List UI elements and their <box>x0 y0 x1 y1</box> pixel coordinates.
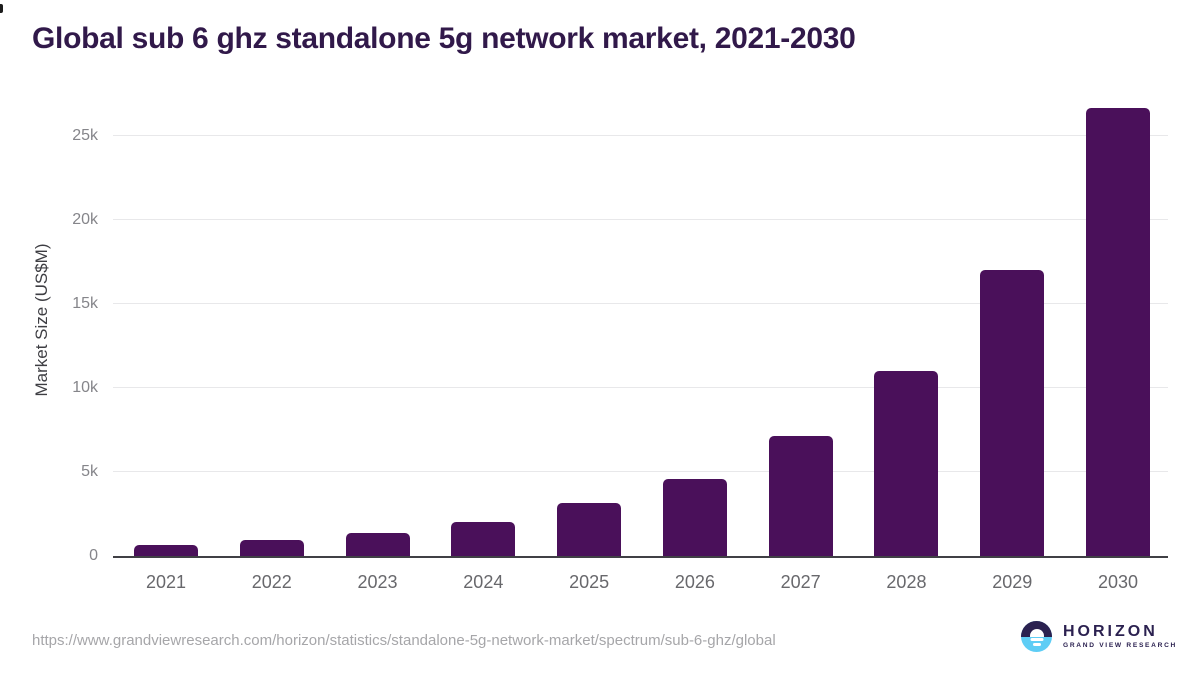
horizon-icon-wave <box>1030 638 1043 641</box>
source-url: https://www.grandviewresearch.com/horizo… <box>32 632 776 649</box>
bar-2024[interactable] <box>451 521 516 556</box>
x-tick-label-2030: 2030 <box>1097 572 1139 592</box>
x-tick-label-2021: 2021 <box>145 572 187 592</box>
bar-2030[interactable] <box>1086 107 1151 556</box>
horizon-icon-sky <box>1021 621 1052 637</box>
gridline-25k <box>113 135 1168 137</box>
bar-2027[interactable] <box>768 436 833 556</box>
x-tick-label-2028: 2028 <box>886 572 927 592</box>
x-tick-label-2029: 2029 <box>992 572 1033 592</box>
gridline-20k <box>113 219 1168 221</box>
bar-2023[interactable] <box>345 532 410 556</box>
horizon-icon-sun <box>1029 628 1044 637</box>
bar-2026[interactable] <box>662 478 727 556</box>
horizon-logo-name: HORIZON <box>1063 623 1158 640</box>
horizon-icon-wave <box>1032 643 1041 646</box>
horizon-logo-text: HORIZON GRAND VIEW RESEARCH <box>1063 623 1177 650</box>
gridline-15k <box>113 303 1168 305</box>
screen-corner-artifact <box>0 4 3 13</box>
x-tick-label-2022: 2022 <box>251 572 292 592</box>
x-tick-label-2024: 2024 <box>463 572 504 592</box>
y-tick-label-15k: 15k <box>72 295 98 313</box>
y-tick-label-10k: 10k <box>72 379 98 397</box>
horizon-logo[interactable]: HORIZON GRAND VIEW RESEARCH <box>1021 621 1177 652</box>
x-tick-label-2026: 2026 <box>674 572 715 592</box>
x-tick-label-2025: 2025 <box>569 572 610 592</box>
y-tick-label-5k: 5k <box>81 463 98 481</box>
bar-2029[interactable] <box>980 269 1045 556</box>
gridline-10k <box>113 387 1168 389</box>
bar-2028[interactable] <box>874 371 939 556</box>
bar-2021[interactable] <box>134 545 198 556</box>
x-tick-label-2023: 2023 <box>357 572 398 592</box>
horizon-sunset-icon <box>1021 621 1052 652</box>
y-tick-label-25k: 25k <box>72 127 98 145</box>
gridline-5k <box>113 471 1168 473</box>
bar-chart-plot-area: 0 5k 10k 15k 20k 25k 2021 2022 2023 2024 2025 2026… <box>72 0 1168 592</box>
y-axis-title: Market Size (US$M) <box>32 243 51 397</box>
y-tick-label-20k: 20k <box>72 211 98 229</box>
y-tick-label-0: 0 <box>89 547 98 564</box>
bar-2022[interactable] <box>239 540 304 556</box>
x-tick-label-2027: 2027 <box>780 572 821 592</box>
bar-2025[interactable] <box>557 503 622 556</box>
horizon-logo-subtitle: GRAND VIEW RESEARCH <box>1063 642 1177 649</box>
chart-title: Global sub 6 ghz standalone 5g network m… <box>32 22 856 55</box>
